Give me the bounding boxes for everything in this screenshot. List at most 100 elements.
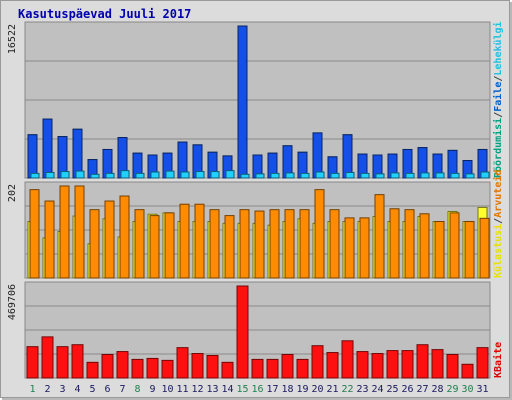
bar-visits-arvuteid-16	[254, 210, 265, 279]
bar-bytes-kbaite-8	[131, 358, 144, 379]
legend-label-visits-2: Arvuteid	[492, 170, 504, 218]
bar-hits-lehekülgi-1	[30, 172, 40, 179]
bar-visits-arvuteid-17	[269, 209, 280, 279]
bar-visits-arvuteid-23	[359, 217, 370, 279]
bar-visits-arvuteid-19	[299, 209, 310, 279]
bar-bytes-kbaite-14	[221, 361, 234, 379]
bar-visits-arvuteid-22	[344, 217, 355, 279]
bar-visits-arvuteid-5	[89, 209, 100, 279]
bar-hits-lehekülgi-26	[405, 172, 415, 179]
bar-hits-lehekülgi-7	[120, 170, 130, 179]
bar-visits-arvuteid-21	[329, 209, 340, 279]
bar-visits-arvuteid-26	[404, 209, 415, 279]
bar-bytes-kbaite-7	[116, 351, 129, 379]
bar-bytes-kbaite-27	[416, 344, 429, 379]
x-tick-day-15: 15	[236, 384, 248, 395]
x-tick-day-3: 3	[59, 384, 65, 395]
bar-hits-faile-2	[42, 118, 53, 179]
x-tick-day-13: 13	[206, 384, 218, 395]
bar-bytes-kbaite-10	[161, 359, 174, 379]
bar-bytes-kbaite-31	[476, 347, 489, 379]
bar-hits-lehekülgi-18	[285, 172, 295, 179]
bar-bytes-kbaite-2	[41, 336, 54, 379]
bar-hits-lehekülgi-14	[225, 170, 235, 179]
x-tick-day-25: 25	[386, 384, 398, 395]
bar-visits-arvuteid-27	[419, 213, 430, 279]
bar-hits-lehekülgi-5	[90, 173, 100, 179]
bar-visits-arvuteid-20	[314, 189, 325, 279]
bar-bytes-kbaite-6	[101, 353, 114, 379]
bar-visits-arvuteid-10	[164, 212, 175, 279]
bar-hits-lehekülgi-6	[105, 172, 115, 179]
bar-visits-arvuteid-2	[44, 200, 55, 279]
x-tick-day-6: 6	[104, 384, 110, 395]
bar-hits-lehekülgi-9	[150, 171, 160, 179]
bar-visits-arvuteid-6	[104, 200, 115, 279]
bar-hits-lehekülgi-24	[375, 173, 385, 179]
bar-visits-arvuteid-12	[194, 203, 205, 279]
bar-hits-faile-1	[27, 134, 38, 179]
bar-bytes-kbaite-25	[386, 350, 399, 379]
bar-bytes-kbaite-30	[461, 363, 474, 379]
bar-hits-lehekülgi-29	[450, 172, 460, 179]
bar-visits-arvuteid-7	[119, 195, 130, 279]
bar-hits-lehekülgi-28	[435, 172, 445, 179]
bar-visits-arvuteid-8	[134, 209, 145, 279]
bar-bytes-kbaite-13	[206, 354, 219, 379]
x-tick-day-8: 8	[134, 384, 140, 395]
bar-hits-lehekülgi-17	[270, 172, 280, 179]
bar-hits-faile-22	[342, 134, 353, 179]
bar-hits-lehekülgi-27	[420, 172, 430, 179]
bar-visits-arvuteid-25	[389, 208, 400, 279]
legend-hits: Pöördumisi/Faile/Lehekülgi	[492, 21, 504, 178]
x-tick-day-12: 12	[191, 384, 203, 395]
bar-hits-lehekülgi-15	[240, 173, 250, 179]
bar-visits-arvuteid-31	[479, 217, 490, 279]
bar-bytes-kbaite-12	[191, 353, 204, 379]
bar-hits-lehekülgi-25	[390, 172, 400, 179]
bar-visits-arvuteid-15	[239, 209, 250, 279]
x-tick-day-1: 1	[29, 384, 35, 395]
x-tick-day-21: 21	[326, 384, 338, 395]
x-tick-day-30: 30	[461, 384, 473, 395]
bar-visits-arvuteid-3	[59, 185, 70, 279]
bar-hits-lehekülgi-3	[60, 171, 70, 179]
bar-bytes-kbaite-18	[281, 353, 294, 379]
chart-title: Kasutuspäevad Juuli 2017	[18, 7, 192, 21]
bar-visits-arvuteid-30	[464, 221, 475, 279]
bar-visits-arvuteid-9	[149, 215, 160, 279]
bar-bytes-kbaite-22	[341, 340, 354, 379]
x-tick-day-26: 26	[401, 384, 413, 395]
legend-visits: Külastusi/Arvuteid	[492, 170, 504, 278]
bar-hits-faile-20	[312, 132, 323, 179]
x-tick-day-20: 20	[311, 384, 323, 395]
bar-hits-lehekülgi-21	[330, 172, 340, 179]
bar-hits-lehekülgi-31	[480, 171, 490, 179]
x-tick-day-24: 24	[371, 384, 383, 395]
legend-label-hits-0: Pöördumisi	[492, 118, 504, 178]
y-tick-visits: 202	[7, 184, 18, 202]
legend-bytes: KBaite	[492, 342, 504, 378]
x-tick-day-31: 31	[476, 384, 488, 395]
x-tick-day-5: 5	[89, 384, 95, 395]
bar-bytes-kbaite-1	[26, 346, 39, 379]
bar-hits-lehekülgi-19	[300, 172, 310, 179]
bar-hits-lehekülgi-10	[165, 170, 175, 179]
y-tick-hits: 16522	[7, 24, 18, 54]
bar-visits-arvuteid-28	[434, 221, 445, 279]
bar-hits-lehekülgi-13	[210, 171, 220, 179]
bar-bytes-kbaite-26	[401, 350, 414, 379]
x-tick-day-22: 22	[341, 384, 353, 395]
x-tick-day-4: 4	[74, 384, 80, 395]
bar-visits-arvuteid-13	[209, 209, 220, 279]
x-tick-day-28: 28	[431, 384, 443, 395]
bar-bytes-kbaite-9	[146, 357, 159, 379]
x-tick-day-10: 10	[161, 384, 173, 395]
bar-visits-arvuteid-24	[374, 194, 385, 279]
bar-bytes-kbaite-3	[56, 346, 69, 379]
bar-hits-lehekülgi-8	[135, 172, 145, 179]
x-tick-day-29: 29	[446, 384, 458, 395]
bar-bytes-kbaite-20	[311, 345, 324, 379]
bar-bytes-kbaite-29	[446, 353, 459, 379]
